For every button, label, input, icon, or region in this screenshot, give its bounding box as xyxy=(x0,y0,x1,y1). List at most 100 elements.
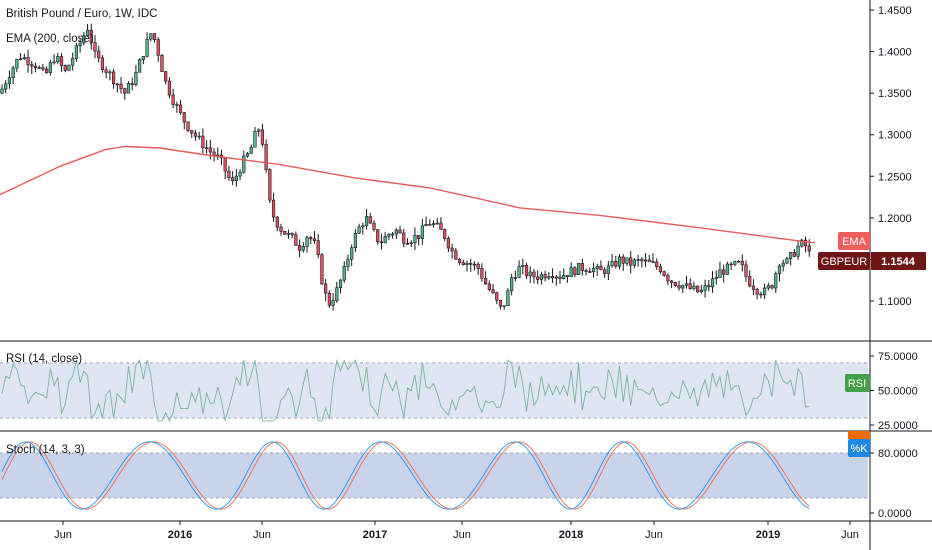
candle-body[interactable] xyxy=(640,259,644,262)
candle-body[interactable] xyxy=(554,276,558,279)
candle-body[interactable] xyxy=(792,252,796,257)
candle-body[interactable] xyxy=(524,265,529,277)
candle-body[interactable] xyxy=(249,146,253,154)
candle-body[interactable] xyxy=(279,226,283,232)
candle-body[interactable] xyxy=(242,155,246,173)
candle-body[interactable] xyxy=(145,38,149,57)
candle-body[interactable] xyxy=(558,276,562,279)
candle-body[interactable] xyxy=(417,235,421,239)
candle-body[interactable] xyxy=(320,254,324,285)
candle-body[interactable] xyxy=(588,271,592,273)
candle-body[interactable] xyxy=(178,104,183,113)
candle-body[interactable] xyxy=(182,112,186,123)
candle-body[interactable] xyxy=(450,247,454,252)
candle-body[interactable] xyxy=(364,216,369,227)
rsi-axis[interactable]: 75.0000 50.0000 25.0000 xyxy=(870,351,918,432)
candle-body[interactable] xyxy=(502,305,506,307)
candle-body[interactable] xyxy=(89,29,93,43)
candle-body[interactable] xyxy=(297,245,302,251)
candle-body[interactable] xyxy=(710,278,715,288)
candle-body[interactable] xyxy=(446,238,451,249)
candle-body[interactable] xyxy=(495,292,499,301)
candle-body[interactable] xyxy=(435,222,439,225)
candle-body[interactable] xyxy=(692,285,696,289)
candle-body[interactable] xyxy=(383,235,387,244)
candle-body[interactable] xyxy=(658,266,663,273)
candle-body[interactable] xyxy=(595,265,599,269)
candle-body[interactable] xyxy=(26,57,30,65)
candle-body[interactable] xyxy=(632,259,636,266)
candle-body[interactable] xyxy=(785,258,789,264)
candle-body[interactable] xyxy=(134,71,138,85)
candle-body[interactable] xyxy=(688,283,692,289)
candle-body[interactable] xyxy=(647,259,651,262)
time-axis[interactable]: Jun 2016 Jun 2017 Jun 2018 Jun 2019 Jun xyxy=(54,521,859,541)
candle-body[interactable] xyxy=(160,54,164,72)
candle-body[interactable] xyxy=(130,83,134,85)
candle-body[interactable] xyxy=(800,239,804,247)
candle-body[interactable] xyxy=(59,56,64,66)
candle-body[interactable] xyxy=(286,232,291,235)
candle-body[interactable] xyxy=(37,67,41,69)
candle-body[interactable] xyxy=(372,222,376,230)
rsi-legend[interactable]: RSI (14, close) xyxy=(6,353,82,365)
rsi-line[interactable] xyxy=(1,358,810,422)
candle-body[interactable] xyxy=(353,233,358,249)
candle-body[interactable] xyxy=(643,259,648,262)
candle-body[interactable] xyxy=(324,283,328,294)
candle-body[interactable] xyxy=(714,277,718,280)
candle-body[interactable] xyxy=(331,300,335,306)
candle-body[interactable] xyxy=(636,259,640,261)
candle-body[interactable] xyxy=(190,130,194,134)
candle-body[interactable] xyxy=(729,263,733,266)
candle-body[interactable] xyxy=(208,147,212,153)
candle-body[interactable] xyxy=(41,67,45,70)
candle-body[interactable] xyxy=(346,258,350,267)
candle-body[interactable] xyxy=(666,275,670,282)
candle-body[interactable] xyxy=(673,282,677,286)
candle-body[interactable] xyxy=(599,265,603,271)
candle-body[interactable] xyxy=(390,233,395,236)
candle-body[interactable] xyxy=(562,275,566,279)
candle-body[interactable] xyxy=(205,147,209,150)
candle-body[interactable] xyxy=(85,29,90,37)
stoch-d-line[interactable] xyxy=(1,441,810,510)
candle-body[interactable] xyxy=(74,45,78,59)
candle-body[interactable] xyxy=(521,265,525,267)
candle-body[interactable] xyxy=(164,71,168,82)
candle-body[interactable] xyxy=(584,270,588,272)
candle-body[interactable] xyxy=(271,199,276,218)
candle-body[interactable] xyxy=(33,65,38,69)
candle-body[interactable] xyxy=(759,293,763,296)
candle-body[interactable] xyxy=(722,269,726,275)
candle-body[interactable] xyxy=(707,285,711,288)
candle-body[interactable] xyxy=(257,129,261,132)
candle-body[interactable] xyxy=(580,263,584,271)
candle-body[interactable] xyxy=(290,232,294,236)
candle-body[interactable] xyxy=(413,235,417,244)
candle-body[interactable] xyxy=(733,261,737,265)
candle-body[interactable] xyxy=(193,132,198,137)
candle-body[interactable] xyxy=(7,77,12,85)
candle-body[interactable] xyxy=(610,261,614,267)
stoch-panel[interactable] xyxy=(0,441,868,510)
candle-body[interactable] xyxy=(573,267,577,275)
candle-body[interactable] xyxy=(342,266,346,281)
candle-body[interactable] xyxy=(491,289,495,293)
candle-body[interactable] xyxy=(253,130,257,148)
candle-body[interactable] xyxy=(22,57,26,60)
candle-body[interactable] xyxy=(513,277,517,279)
candle-body[interactable] xyxy=(152,33,157,40)
candle-body[interactable] xyxy=(651,261,655,263)
candle-body[interactable] xyxy=(655,261,659,267)
candle-body[interactable] xyxy=(547,276,551,279)
candle-body[interactable] xyxy=(751,285,756,290)
candle-body[interactable] xyxy=(398,229,402,234)
candle-body[interactable] xyxy=(123,88,127,94)
candle-body[interactable] xyxy=(15,59,19,69)
candle-body[interactable] xyxy=(755,289,759,295)
candle-body[interactable] xyxy=(387,234,391,237)
candle-body[interactable] xyxy=(338,279,343,289)
candle-body[interactable] xyxy=(275,216,279,228)
candle-body[interactable] xyxy=(603,269,607,274)
